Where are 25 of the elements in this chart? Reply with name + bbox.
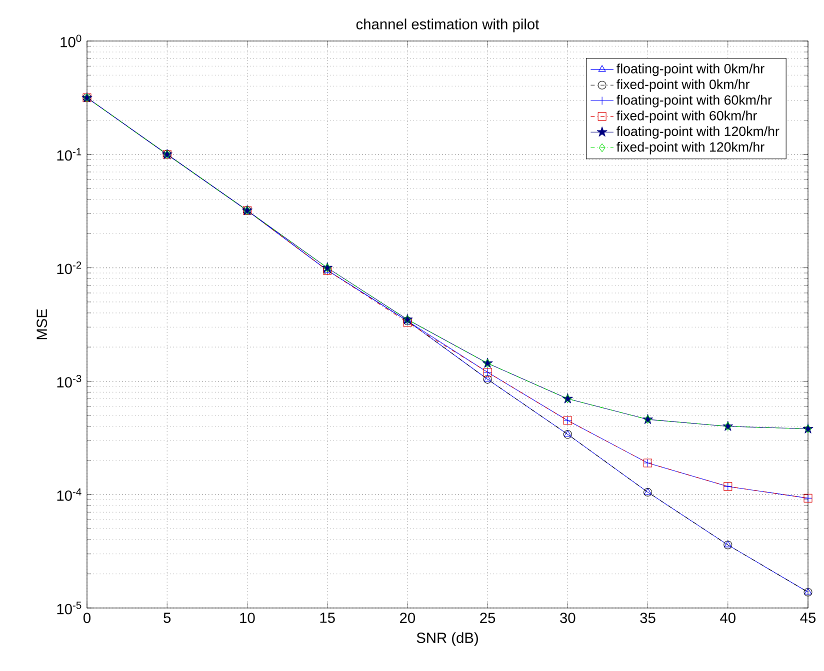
chart-title: channel estimation with pilot (356, 18, 540, 32)
legend-label: floating-point with 60km/hr (616, 94, 772, 108)
x-tick-label: 25 (480, 612, 496, 624)
x-tick-label: 10 (240, 612, 255, 624)
x-tick-label: 30 (560, 612, 576, 624)
x-tick-label: 15 (320, 612, 335, 623)
x-tick-label: 35 (640, 612, 656, 624)
y-tick-label: 10$^{-3}$ (57, 374, 82, 388)
y-tick-label: 10$^{-4}$ (57, 488, 82, 501)
x-tick-label: 5 (164, 612, 171, 623)
legend-label: fixed-point with 120km/hr (616, 142, 764, 154)
legend-label: fixed-point with 0km/hr (616, 79, 750, 92)
y-axis-title: MSE (36, 309, 48, 340)
y-tick-label: 10$^{-5}$ (57, 602, 82, 614)
x-tick-label: 40 (720, 612, 736, 624)
legend-label: floating-point with 0km/hr (616, 64, 764, 76)
legend-label: floating-point with 120km/hr (616, 126, 780, 139)
x-axis-title: SNR (dB) (416, 632, 478, 646)
y-tick-label: 10$^{-2}$ (57, 261, 82, 274)
legend-label: fixed-point with 60km/hr (616, 110, 757, 124)
y-tick-label: 10$^{-1}$ (57, 148, 82, 161)
x-tick-label: 45 (800, 612, 816, 623)
x-tick-label: 0 (83, 612, 90, 624)
x-tick-label: 20 (400, 612, 416, 624)
y-tick-label: 10$^{0}$ (60, 34, 82, 48)
